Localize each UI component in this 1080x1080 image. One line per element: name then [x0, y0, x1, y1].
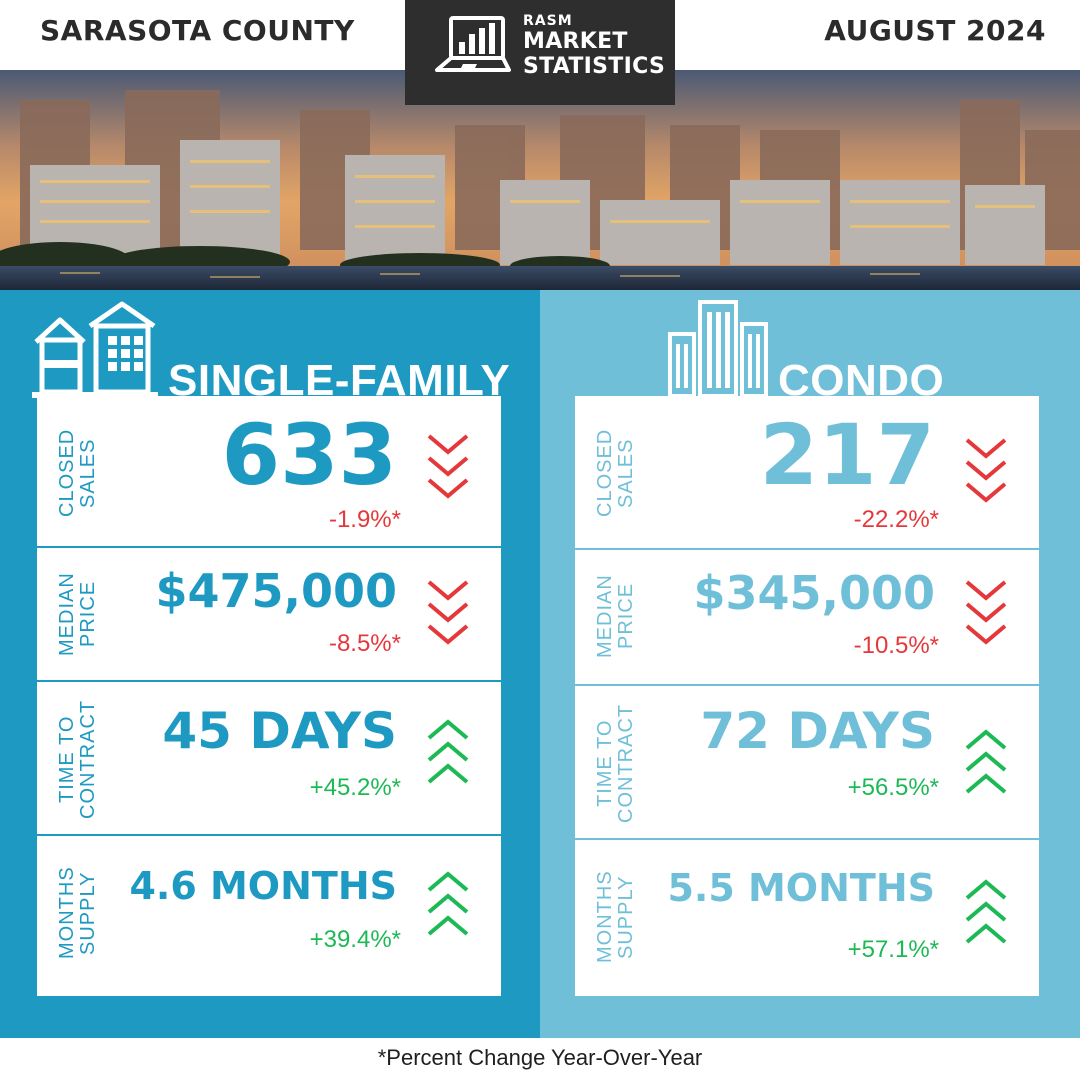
- chevrons-down-icon: [427, 580, 469, 645]
- house-icon: [32, 301, 158, 398]
- laptop-chart-icon: [435, 16, 511, 72]
- chevrons-down-icon: [965, 438, 1007, 503]
- metric-label: TIME TO CONTRACT: [56, 699, 99, 819]
- metric-value: 5.5 MONTHS: [667, 866, 935, 910]
- single-family-panel: SINGLE-FAMILY CLOSED SALES 633 -1.9%* ME…: [0, 290, 540, 1038]
- logo-line-3: STATISTICS: [523, 54, 666, 79]
- metric-label: MEDIAN PRICE: [594, 574, 637, 658]
- metric-value: $475,000: [155, 564, 397, 618]
- metric-value: 217: [759, 406, 935, 504]
- metric-value: 72 DAYS: [700, 702, 935, 760]
- metric-label: TIME TO CONTRACT: [594, 703, 637, 823]
- metric-label: MONTHS SUPPLY: [594, 870, 637, 964]
- divider: [575, 548, 1039, 550]
- divider: [575, 684, 1039, 686]
- divider: [37, 834, 501, 836]
- divider: [575, 838, 1039, 840]
- metric-change: -22.2%*: [853, 506, 939, 533]
- chevrons-up-icon: [427, 719, 469, 784]
- metric-label: CLOSED SALES: [56, 428, 99, 518]
- divider: [37, 546, 501, 548]
- metric-label: MONTHS SUPPLY: [56, 866, 99, 960]
- metric-change: -10.5%*: [853, 632, 939, 659]
- county-title: SARASOTA COUNTY: [40, 14, 355, 47]
- condo-months-supply-card: MONTHS SUPPLY 5.5 MONTHS +57.1%*: [575, 840, 1039, 996]
- metric-value: 633: [221, 406, 397, 504]
- sf-closed-sales-card: CLOSED SALES 633 -1.9%*: [37, 396, 501, 548]
- logo-line-1: RASM: [523, 13, 573, 29]
- condo-building-icon: [664, 300, 772, 402]
- chevrons-down-icon: [427, 434, 469, 499]
- condo-time-to-contract-card: TIME TO CONTRACT 72 DAYS +56.5%*: [575, 686, 1039, 840]
- metric-value: 4.6 MONTHS: [129, 864, 397, 908]
- metric-change: -1.9%*: [328, 506, 401, 533]
- sf-median-price-card: MEDIAN PRICE $475,000 -8.5%*: [37, 548, 501, 682]
- metric-label: MEDIAN PRICE: [56, 572, 99, 656]
- metric-change: +56.5%*: [847, 774, 939, 801]
- logo-line-2: MARKET: [523, 29, 628, 54]
- condo-panel: CONDO CLOSED SALES 217 -22.2%* MEDIAN PR…: [540, 290, 1080, 1038]
- report-month: AUGUST 2024: [824, 14, 1046, 47]
- footnote: *Percent Change Year-Over-Year: [377, 1045, 703, 1070]
- metric-change: -8.5%*: [328, 630, 401, 657]
- metric-change: +45.2%*: [309, 774, 401, 801]
- chevrons-down-icon: [965, 580, 1007, 645]
- skyline-photo: [0, 70, 1080, 290]
- chevrons-up-icon: [427, 871, 469, 936]
- metric-value: $345,000: [693, 566, 935, 620]
- sf-time-to-contract-card: TIME TO CONTRACT 45 DAYS +45.2%*: [37, 682, 501, 836]
- metric-change: +57.1%*: [847, 936, 939, 963]
- divider: [37, 680, 501, 682]
- chevrons-up-icon: [965, 729, 1007, 794]
- sf-months-supply-card: MONTHS SUPPLY 4.6 MONTHS +39.4%*: [37, 836, 501, 996]
- rasm-logo: RASM MARKET STATISTICS: [405, 0, 675, 105]
- metric-value: 45 DAYS: [162, 702, 397, 760]
- metric-change: +39.4%*: [309, 926, 401, 953]
- condo-closed-sales-card: CLOSED SALES 217 -22.2%*: [575, 396, 1039, 550]
- metric-label: CLOSED SALES: [594, 428, 637, 518]
- chevrons-up-icon: [965, 879, 1007, 944]
- condo-median-price-card: MEDIAN PRICE $345,000 -10.5%*: [575, 550, 1039, 686]
